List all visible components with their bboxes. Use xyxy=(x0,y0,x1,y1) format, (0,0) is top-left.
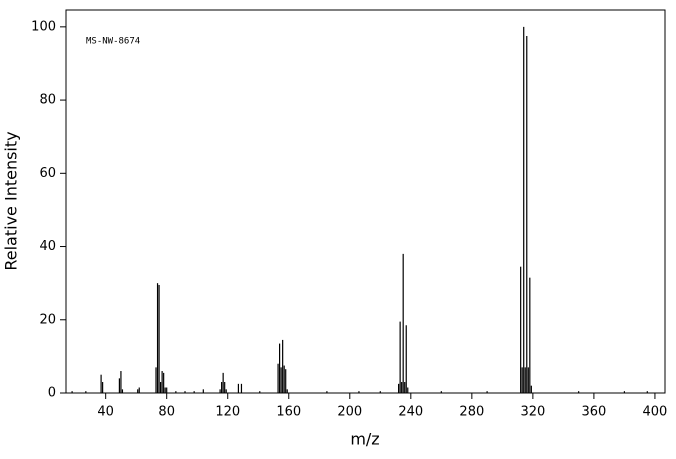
annotation: MS-NW-8674 xyxy=(86,37,140,47)
x-tick-label: 400 xyxy=(643,405,668,420)
y-tick-label: 40 xyxy=(39,239,56,254)
y-tick-label: 0 xyxy=(48,386,56,401)
y-tick-label: 80 xyxy=(39,93,56,108)
x-tick-label: 320 xyxy=(520,405,545,420)
y-axis-label: Relative Intensity xyxy=(2,131,21,270)
y-tick-label: 60 xyxy=(39,166,56,181)
plot-frame xyxy=(65,9,666,394)
x-tick-label: 200 xyxy=(337,405,362,420)
x-tick-label: 80 xyxy=(158,405,175,420)
x-tick-label: 120 xyxy=(215,405,240,420)
x-axis-label: m/z xyxy=(350,430,379,449)
y-tick-label: 20 xyxy=(39,312,56,327)
y-tick-label: 100 xyxy=(31,19,56,34)
x-tick-label: 360 xyxy=(581,405,606,420)
x-tick-label: 240 xyxy=(398,405,423,420)
x-tick-label: 160 xyxy=(276,405,301,420)
x-tick-label: 280 xyxy=(459,405,484,420)
x-tick-label: 40 xyxy=(97,405,114,420)
